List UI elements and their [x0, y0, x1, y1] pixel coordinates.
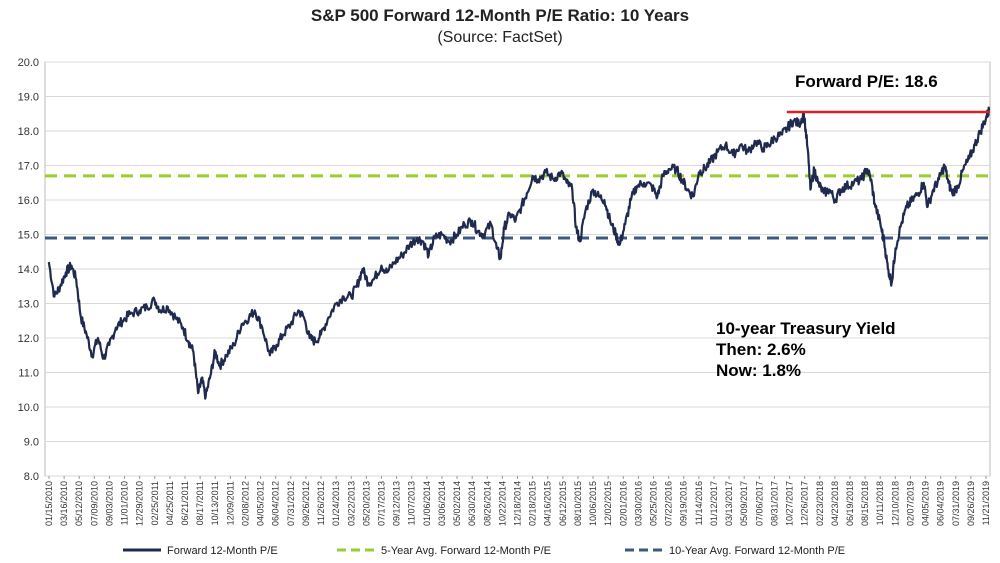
y-tick-label: 19.0	[18, 92, 39, 104]
y-tick-label: 17.0	[18, 161, 39, 173]
x-tick-label: 08/17/2011	[195, 481, 205, 525]
x-tick-label: 05/09/2017	[739, 481, 749, 526]
x-tick-label: 06/04/2019	[936, 481, 946, 526]
x-tick-label: 08/31/2017	[769, 481, 779, 526]
x-tick-label: 10/22/2014	[497, 481, 507, 526]
x-tick-label: 10/27/2017	[785, 481, 795, 526]
x-tick-label: 03/30/2016	[633, 481, 643, 526]
x-tick-label: 12/29/2010	[135, 481, 145, 526]
x-tick-label: 01/24/2013	[331, 481, 341, 526]
x-tick-label: 12/18/2014	[513, 481, 523, 526]
x-tick-label: 09/26/2019	[966, 481, 976, 526]
x-tick-label: 06/12/2015	[558, 481, 568, 526]
x-tick-label: 02/23/2018	[815, 481, 825, 526]
y-tick-label: 18.0	[18, 126, 39, 138]
x-tick-label: 05/25/2016	[649, 481, 659, 526]
x-tick-label: 12/10/2018	[890, 481, 900, 526]
x-tick-label: 04/25/2011	[165, 481, 175, 525]
treasury-title: 10-year Treasury Yield	[716, 319, 896, 338]
chart-subtitle: (Source: FactSet)	[437, 29, 563, 46]
y-tick-label: 16.0	[18, 195, 39, 207]
x-tick-label: 07/09/2010	[89, 481, 99, 526]
legend-label-forward-pe: Forward 12-Month P/E	[167, 545, 278, 557]
x-tick-label: 11/26/2012	[316, 481, 326, 525]
x-tick-label: 07/31/2019	[951, 481, 961, 526]
x-tick-label: 02/07/2019	[905, 481, 915, 526]
legend: Forward 12-Month P/E 5-Year Avg. Forward …	[123, 545, 845, 557]
x-tick-label: 04/05/2012	[256, 481, 266, 526]
x-tick-label: 05/20/2013	[361, 481, 371, 526]
x-tick-label: 06/30/2014	[467, 481, 477, 526]
x-tick-label: 02/25/2011	[150, 481, 160, 525]
x-tick-label: 03/06/2014	[437, 481, 447, 526]
x-tick-label: 06/21/2011	[180, 481, 190, 525]
x-tick-label: 06/19/2018	[845, 481, 855, 526]
y-tick-label: 8.0	[24, 471, 39, 483]
x-tick-label: 03/22/2013	[346, 481, 356, 526]
x-tick-label: 08/26/2014	[482, 481, 492, 526]
x-tick-label: 04/16/2015	[543, 481, 553, 526]
x-tick-label: 01/12/2017	[709, 481, 719, 526]
y-tick-label: 12.0	[18, 333, 39, 345]
y-tick-label: 15.0	[18, 230, 39, 242]
x-tick-label: 03/13/2017	[724, 481, 734, 526]
x-tick-label: 11/21/2019	[981, 481, 991, 525]
x-tick-label: 11/07/2013	[407, 481, 417, 525]
average-lines	[45, 174, 990, 240]
x-tick-label: 11/14/2016	[694, 481, 704, 525]
x-tick-label: 07/22/2016	[664, 481, 674, 526]
x-tick-label: 02/08/2012	[240, 481, 250, 526]
x-tick-label: 10/11/2018	[875, 481, 885, 525]
treasury-then: Then: 2.6%	[716, 340, 806, 359]
y-tick-label: 13.0	[18, 299, 39, 311]
x-tick-label: 02/18/2015	[528, 481, 538, 526]
x-tick-label: 01/15/2010	[44, 481, 54, 526]
current-pe-label: Forward P/E: 18.6	[795, 72, 938, 91]
x-tick-label: 05/02/2014	[452, 481, 462, 526]
x-tick-label: 10/06/2015	[588, 481, 598, 526]
x-tick-label: 08/15/2018	[860, 481, 870, 526]
y-tick-label: 20.0	[18, 57, 39, 69]
x-tick-label: 11/01/2010	[120, 481, 130, 525]
chart-title: S&P 500 Forward 12-Month P/E Ratio: 10 Y…	[310, 6, 690, 25]
x-tick-label: 04/23/2018	[830, 481, 840, 526]
x-tick-label: 12/02/2015	[603, 481, 613, 526]
x-tick-label: 03/16/2010	[59, 481, 69, 526]
x-tick-label: 09/19/2016	[679, 481, 689, 526]
y-axis-ticks: 20.0 19.0 18.0 17.0 16.0 15.0 14.0 13.0 12.0 11.0…	[18, 57, 39, 483]
annotations: Forward P/E: 18.6 10-year Treasury Yield…	[716, 72, 990, 380]
y-tick-label: 9.0	[24, 437, 39, 449]
x-tick-label: 09/12/2013	[392, 481, 402, 526]
y-tick-label: 10.0	[18, 402, 39, 414]
x-tick-label: 12/26/2017	[800, 481, 810, 526]
forward-pe-line	[47, 106, 991, 400]
x-tick-label: 06/04/2012	[271, 481, 281, 526]
x-tick-label: 09/26/2012	[301, 481, 311, 526]
x-tick-label: 07/06/2017	[754, 481, 764, 526]
y-tick-label: 11.0	[18, 368, 39, 380]
x-tick-label: 07/17/2013	[376, 481, 386, 526]
treasury-now: Now: 1.8%	[716, 361, 801, 380]
gridlines	[44, 61, 991, 477]
legend-label-10yr-avg: 10-Year Avg. Forward 12-Month P/E	[669, 545, 845, 557]
x-tick-label: 01/06/2014	[422, 481, 432, 526]
x-tick-label: 07/31/2012	[286, 481, 296, 526]
series-layer	[47, 106, 991, 400]
y-tick-label: 14.0	[18, 264, 39, 276]
x-tick-label: 04/05/2019	[921, 481, 931, 526]
x-tick-label: 05/12/2010	[74, 481, 84, 526]
legend-label-5yr-avg: 5-Year Avg. Forward 12-Month P/E	[381, 545, 551, 557]
x-tick-label: 02/01/2016	[618, 481, 628, 526]
x-tick-label: 12/09/2011	[225, 481, 235, 525]
x-tick-label: 09/03/2010	[104, 481, 114, 526]
x-tick-label: 08/10/2015	[573, 481, 583, 526]
x-tick-label: 10/13/2011	[210, 481, 220, 525]
x-axis-ticks: 01/15/2010 03/16/2010 05/12/2010 07/09/2010…	[44, 476, 991, 526]
